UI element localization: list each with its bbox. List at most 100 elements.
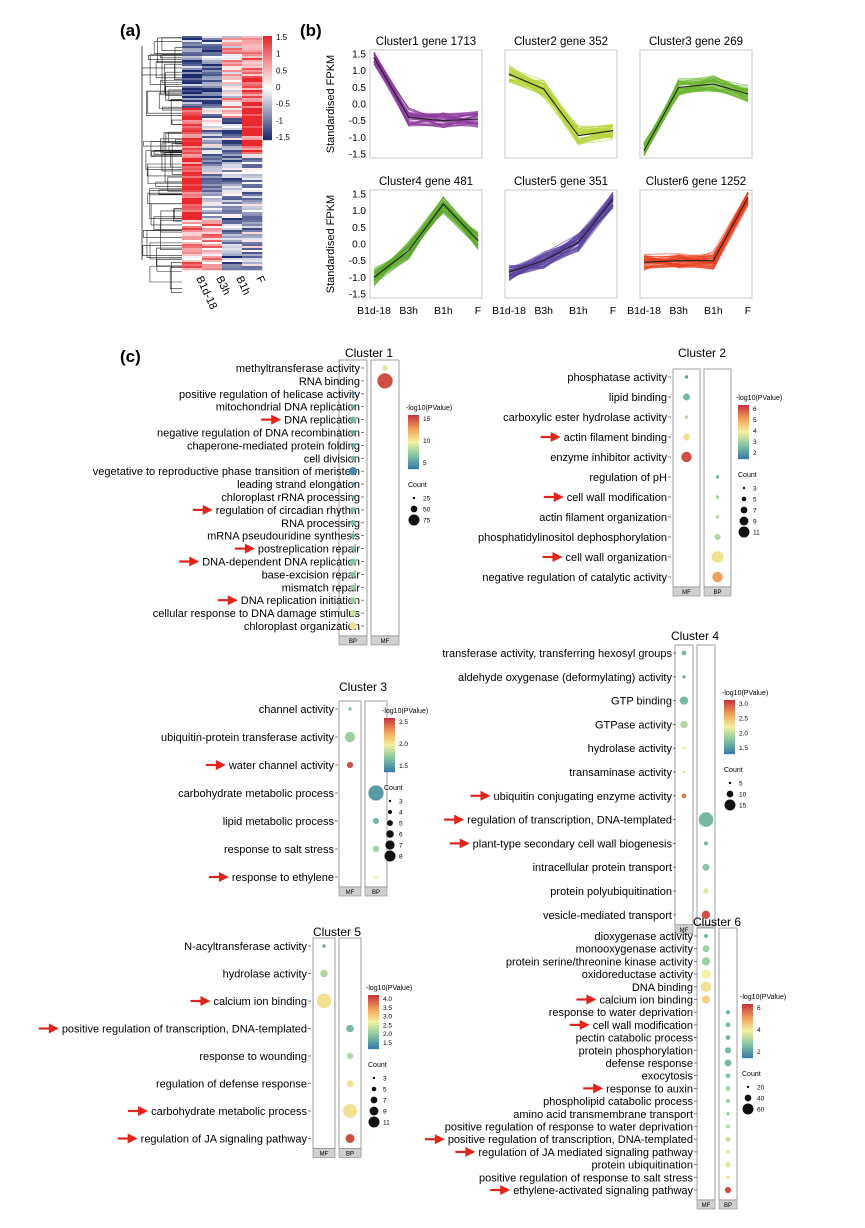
heatmap-cell [202,162,223,165]
dendrogram-branch [156,247,182,267]
color-legend-swatch [384,742,395,745]
y-tick-label: 1.0 [352,206,366,217]
heatmap-cell [222,232,243,235]
dendrogram-branch [167,176,182,192]
scale-swatch [263,134,272,137]
gene-trace [643,193,749,271]
count-legend-title: Count [742,1071,761,1078]
count-legend-title: Count [368,1062,387,1069]
scale-swatch [263,130,272,133]
go-term-bubble [712,571,723,583]
scale-swatch [263,56,272,59]
color-legend-swatch [724,718,735,721]
heatmap-cell [222,168,243,171]
go-term-bubble [698,812,714,827]
heatmap-cell [202,234,223,237]
heatmap-cell [242,44,263,47]
heatmap-cell [222,174,243,177]
heatmap-cell [202,226,223,229]
heatmap-cell [242,222,263,225]
heatmap-cell [242,264,263,267]
color-legend-swatch [384,728,395,731]
heatmap-cell [222,252,243,255]
gene-trace [508,199,614,276]
y-axis-label: Standardised FPKM [325,195,337,293]
plot-frame [639,189,753,299]
heatmap-cell [202,138,223,141]
color-legend-swatch [408,467,419,470]
heatmap-cell [202,72,223,75]
color-legend-swatch [368,1035,379,1038]
heatmap-cell [202,264,223,267]
dendrogram-branch [160,219,182,250]
heatmap-cell [182,240,203,243]
heatmap-cell [182,172,203,175]
go-term-bubble [345,1134,355,1143]
go-term-bubble [682,770,686,774]
heatmap-cell [242,80,263,83]
go-term-label: response to salt stress [224,844,335,856]
heatmap-cell [202,238,223,241]
x-tick-label: F [610,305,616,317]
color-legend-swatch [384,734,395,737]
facet-frame [370,359,400,637]
heatmap-cell [202,40,223,43]
count-legend-label: 5 [383,1087,387,1094]
cluster-mean-line [373,57,479,122]
heatmap-cell [222,228,243,231]
count-legend-dot [386,830,394,838]
gene-trace [373,201,479,282]
dendrogram-branch [150,141,182,157]
color-legend-swatch [384,756,395,759]
heatmap-cell [182,196,203,199]
heatmap-cell [242,236,263,239]
color-legend-swatch [408,457,419,460]
color-legend-title: -log10(PValue) [722,690,768,697]
color-legend-swatch [738,451,749,454]
go-term-label: dioxygenase activity [595,931,694,943]
heatmap-cell [182,108,203,111]
heatmap-cell [242,214,263,217]
dendrogram-branch [170,262,182,293]
x-tick-label: B1h [569,305,588,317]
heatmap-cell [202,204,223,207]
heatmap-cell [242,92,263,95]
color-legend-swatch [368,999,379,1002]
scale-swatch [263,38,272,41]
heatmap-cell [242,156,263,159]
scale-swatch [263,136,272,139]
dendrogram-branch [146,230,182,258]
heatmap-cell [222,92,243,95]
heatmap-cell [222,180,243,183]
cluster-mean-line [643,197,749,263]
heatmap-cell [222,210,243,213]
heatmap-cell [182,142,203,145]
heatmap-cell [202,216,223,219]
heatmap-cell [222,214,243,217]
heatmap-cell [182,180,203,183]
heatmap-cell [222,74,243,77]
color-legend-swatch [408,447,419,450]
facet-frame [674,644,694,926]
count-legend-title: Count [724,767,743,774]
color-legend-swatch [742,1040,753,1043]
color-legend-swatch [724,752,735,755]
heatmap-cell [182,264,203,267]
color-legend-swatch [724,748,735,751]
heatmap-cell [242,170,263,173]
heatmap-cell [182,150,203,153]
go-cluster-panel: MF BP Cluster 5 N-acyltransferase activity h… [38,925,412,1158]
heatmap-cell [222,248,243,251]
heatmap-cell [182,132,203,135]
go-term-label: response to auxin [606,1083,693,1095]
color-legend-swatch [738,421,749,424]
heatmap-cell [182,236,203,239]
heatmap-cell [202,82,223,85]
heatmap-cell [202,256,223,259]
go-term-bubble [382,365,388,371]
color-legend-tick: 1.5 [739,745,748,752]
facet-strip [703,586,732,597]
heatmap-cell [182,126,203,129]
heatmap-cell [182,194,203,197]
heatmap-cell [182,96,203,99]
